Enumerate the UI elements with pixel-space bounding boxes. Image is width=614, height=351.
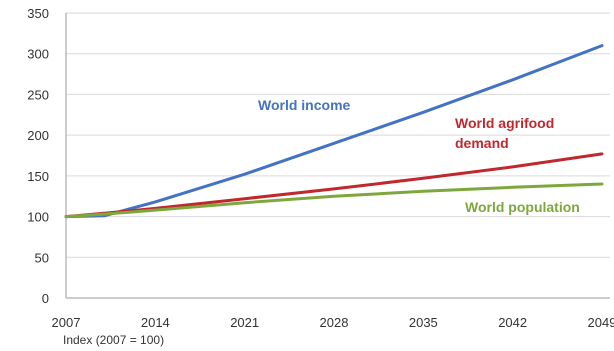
x-tick-label: 2035 xyxy=(409,315,438,330)
y-tick-label: 0 xyxy=(42,291,49,306)
series-line-world-income xyxy=(64,44,604,219)
y-tick-label: 150 xyxy=(27,169,49,184)
axes xyxy=(65,13,610,299)
index-note: Index (2007 = 100) xyxy=(63,333,164,347)
gridlines xyxy=(66,12,610,258)
x-tick-label: 2049 xyxy=(588,315,614,330)
y-tick-labels: 0 50 100 150 200 250 300 350 xyxy=(27,6,49,306)
x-tick-labels: 2007 2014 2021 2028 2035 2042 2049 xyxy=(52,315,614,330)
x-tick-label: 2042 xyxy=(498,315,527,330)
series-label-world-population: World population xyxy=(465,199,580,215)
x-tick-label: 2014 xyxy=(141,315,170,330)
series-label-world-agrifood-demand-line1: World agrifood xyxy=(455,115,554,131)
y-tick-label: 100 xyxy=(27,210,49,225)
y-tick-label: 250 xyxy=(27,87,49,102)
series-label-world-income: World income xyxy=(258,97,351,113)
y-tick-label: 200 xyxy=(27,128,49,143)
series-label-world-agrifood-demand-line2: demand xyxy=(455,135,509,151)
y-tick-label: 300 xyxy=(27,47,49,62)
x-tick-label: 2021 xyxy=(230,315,259,330)
y-tick-label: 350 xyxy=(27,6,49,21)
x-tick-label: 2007 xyxy=(52,315,81,330)
y-tick-label: 50 xyxy=(35,250,49,265)
series-lines xyxy=(64,44,604,219)
series-line-world-population xyxy=(64,182,604,219)
x-tick-label: 2028 xyxy=(320,315,349,330)
